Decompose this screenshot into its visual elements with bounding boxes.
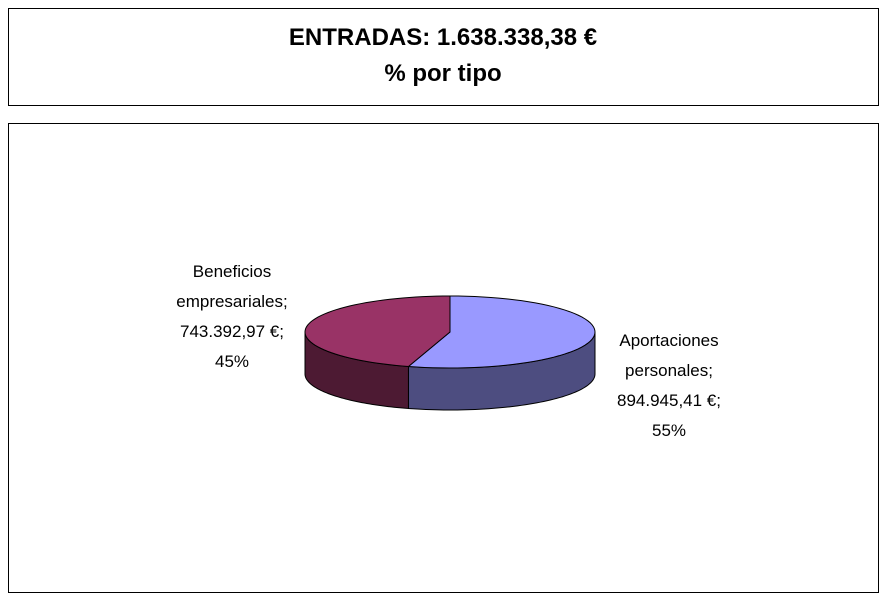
slice-label: Aportaciones personales; 894.945,41 €; 5… [594,326,744,446]
slice [407,295,596,369]
label-line: 894.945,41 €; [594,386,744,416]
category: Aportaciones personales [619,331,719,380]
value-label: 894.945,41 € [617,391,717,410]
chart-title: ENTRADAS: 1.638.338,38 € [288,24,598,51]
label-line: Beneficios empresariales; [157,257,307,317]
separator: ; [716,391,721,410]
label-line: 743.392,97 €; [157,317,307,347]
category: Beneficios empresariales [176,262,284,311]
title-block: ENTRADAS: 1.638.338,38 € % por tipo [8,20,878,92]
value-label: 743.392,97 € [180,322,280,341]
percent-label: 55% [651,421,687,440]
separator: ; [708,361,713,380]
label-line: Aportaciones personales; [594,326,744,386]
slice [304,295,451,368]
chart [304,295,596,411]
separator: ; [283,292,288,311]
chart-subtitle: % por tipo [384,60,502,87]
page: ENTRADAS: 1.638.338,38 € % por tipo Bene… [8,8,879,593]
percent-label: 45% [214,352,250,371]
slice-label: Beneficios empresariales; 743.392,97 €; … [157,257,307,377]
title-box [8,8,879,106]
separator: ; [279,322,284,341]
